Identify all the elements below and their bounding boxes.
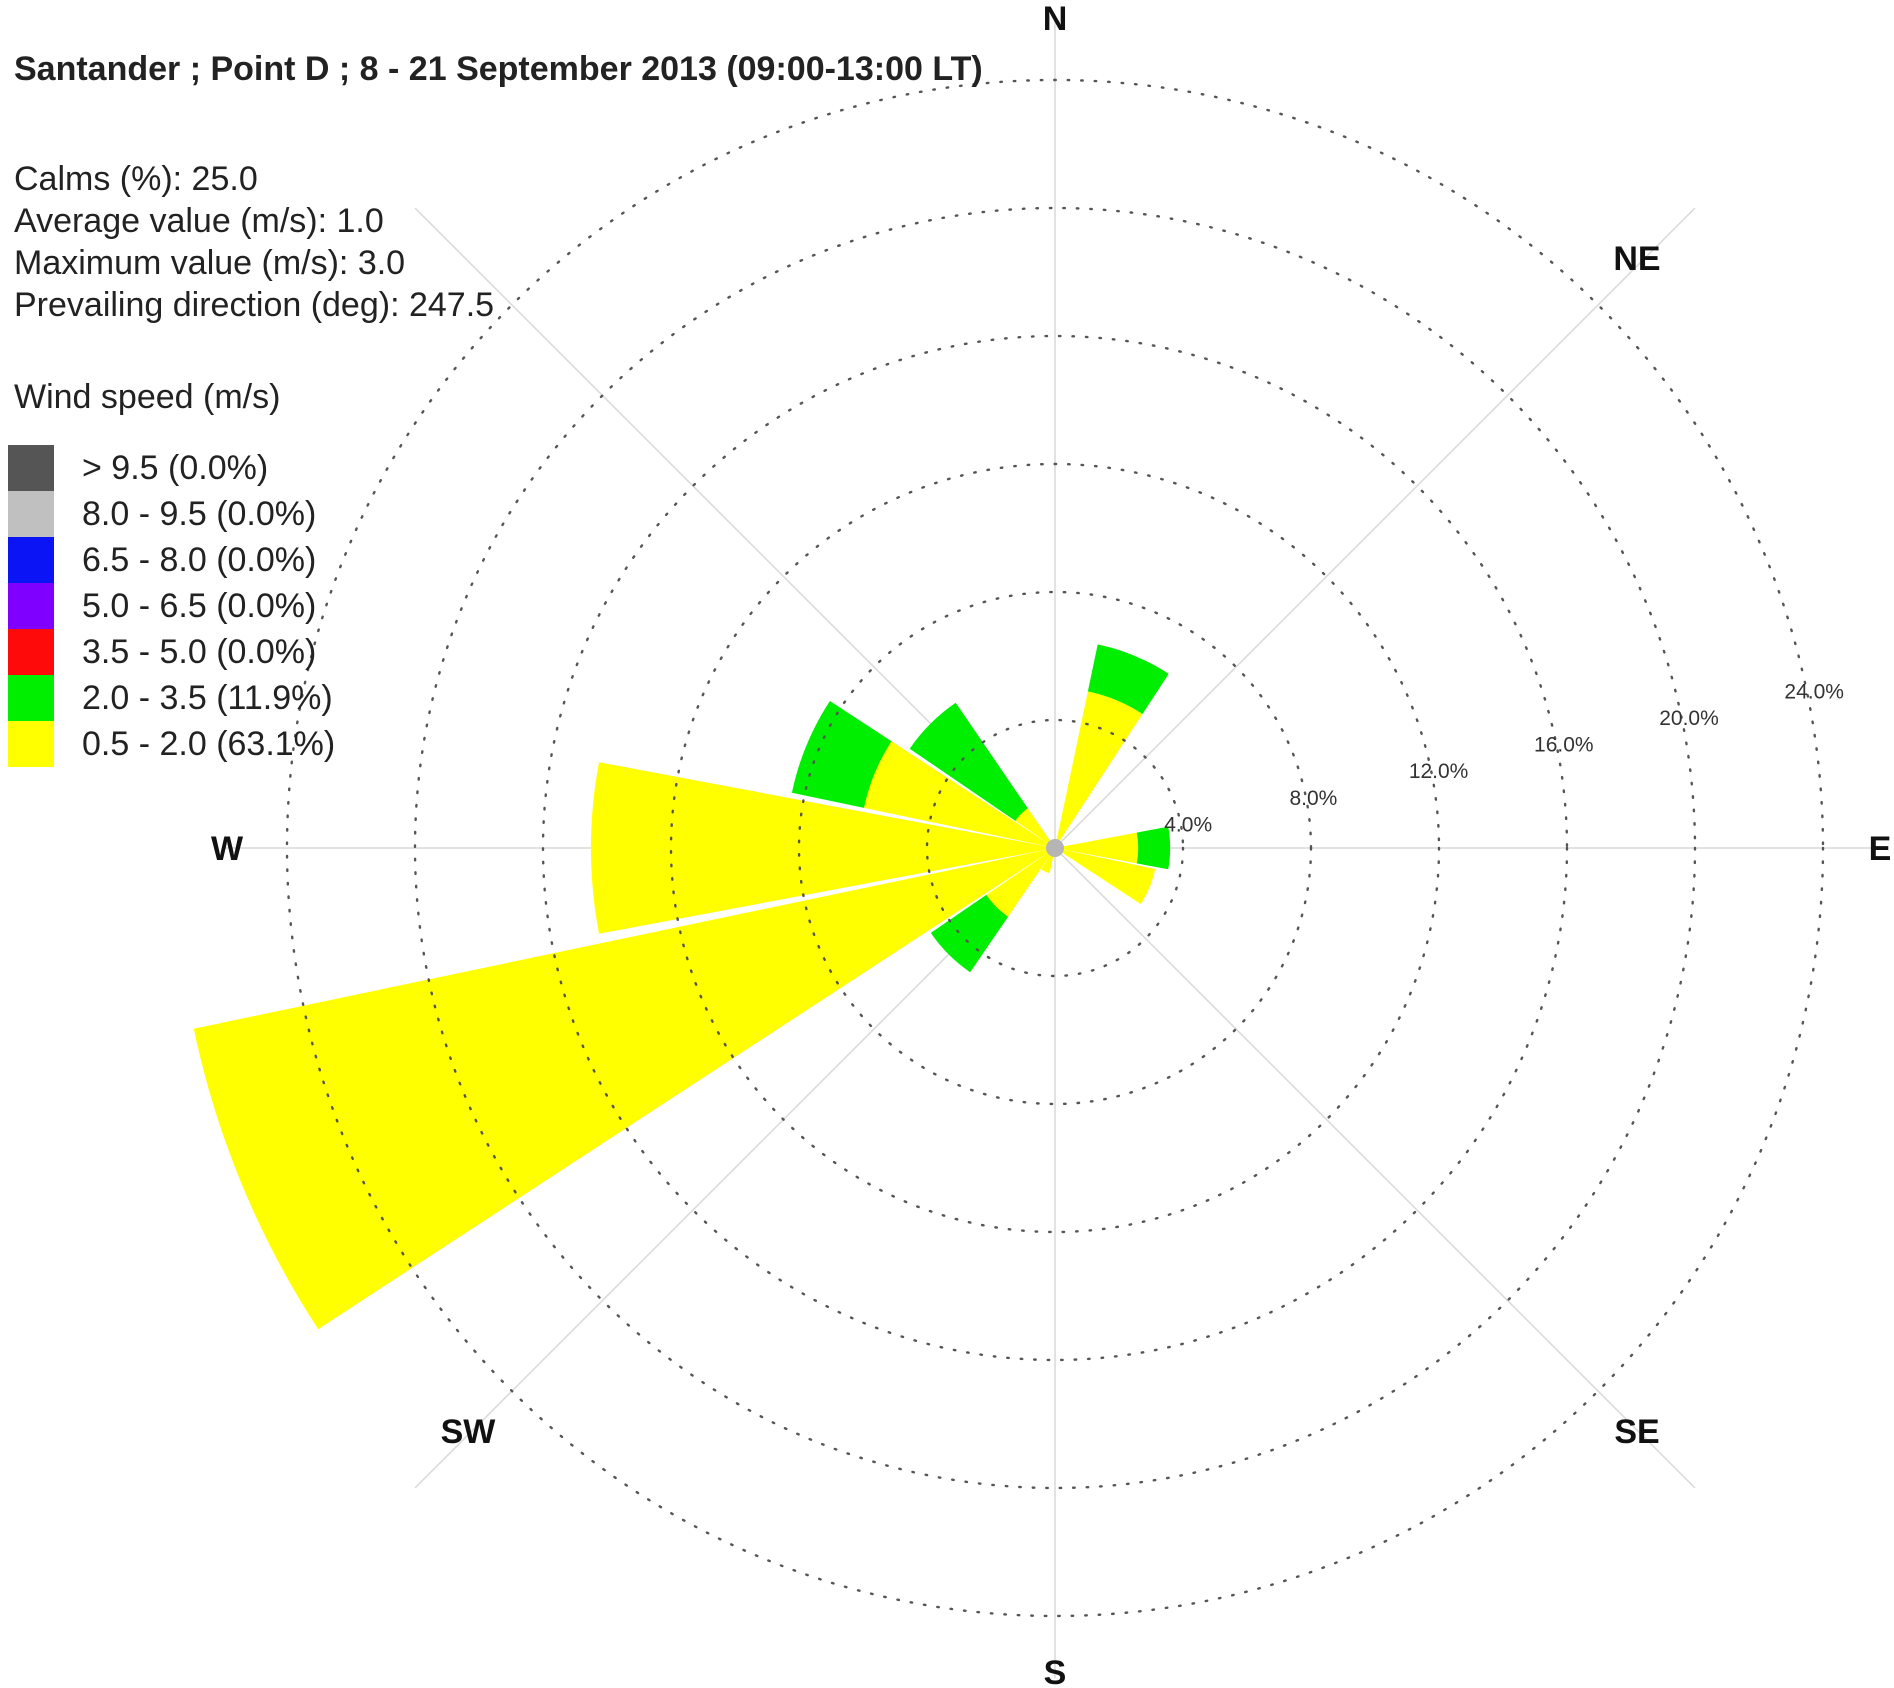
legend-swatch <box>8 445 54 491</box>
stat-maximum: Maximum value (m/s): 3.0 <box>14 244 406 282</box>
legend-swatch <box>8 721 54 767</box>
grid-line <box>1054 207 1696 849</box>
grid-line <box>414 847 1056 1489</box>
ring-label: 4.0% <box>1164 813 1212 836</box>
legend-item: 8.0 - 9.5 (0.0%) <box>8 491 335 537</box>
legend-label: > 9.5 (0.0%) <box>82 448 269 487</box>
percentage-ring <box>413 206 1697 1490</box>
wind-sectors <box>193 644 1171 1330</box>
legend-label: 6.5 - 8.0 (0.0%) <box>82 540 317 579</box>
stat-average: Average value (m/s): 1.0 <box>14 202 384 240</box>
legend-item: 0.5 - 2.0 (63.1%) <box>8 721 335 767</box>
legend-title: Wind speed (m/s) <box>14 378 281 416</box>
wind-sector-segment <box>1055 832 1139 864</box>
wind-sector-segment <box>930 894 1009 973</box>
legend-item: > 9.5 (0.0%) <box>8 445 335 491</box>
wind-sector-segment <box>986 848 1055 917</box>
ring-label: 16.0% <box>1534 734 1594 757</box>
calm-center-dot <box>1046 839 1064 857</box>
wind-sector-segment <box>193 848 1056 1330</box>
ring-labels: 4.0% 8.0% 12.0% 16.0% 20.0% 24.0% <box>1164 680 1844 836</box>
legend-item: 5.0 - 6.5 (0.0%) <box>8 583 335 629</box>
direction-label-se: SE <box>1614 1413 1659 1451</box>
percentage-rings <box>285 78 1825 1618</box>
ring-label: 8.0% <box>1289 787 1337 810</box>
ring-label: 12.0% <box>1409 760 1469 783</box>
direction-label-s: S <box>1044 1654 1067 1688</box>
legend-item: 6.5 - 8.0 (0.0%) <box>8 537 335 583</box>
chart-title: Santander ; Point D ; 8 - 21 September 2… <box>14 50 983 88</box>
percentage-ring <box>669 462 1441 1234</box>
wind-sector-segment <box>1136 826 1171 870</box>
percentage-ring <box>285 78 1825 1618</box>
direction-label-sw: SW <box>441 1413 497 1451</box>
legend-label: 2.0 - 3.5 (11.9%) <box>82 678 333 717</box>
wind-sector-segment <box>864 741 1055 848</box>
wind-sector-segment <box>1055 691 1143 848</box>
wind-sector-segment <box>1015 808 1055 848</box>
wind-sector-segment <box>1055 848 1156 904</box>
legend-item: 2.0 - 3.5 (11.9%) <box>8 675 335 721</box>
legend-swatch <box>8 675 54 721</box>
direction-label-w: W <box>211 830 244 868</box>
direction-label-e: E <box>1869 830 1892 868</box>
wind-sector-segment <box>590 762 1055 934</box>
legend-swatch <box>8 629 54 675</box>
percentage-ring <box>541 334 1569 1362</box>
stats-panel: Calms (%): 25.0 Average value (m/s): 1.0… <box>14 158 494 326</box>
stat-prevailing: Prevailing direction (deg): 247.5 <box>14 286 495 324</box>
stat-calms: Calms (%): 25.0 <box>14 160 258 198</box>
legend-label: 0.5 - 2.0 (63.1%) <box>82 724 336 763</box>
wind-sector-segment <box>909 702 1028 821</box>
direction-label-n: N <box>1043 0 1068 38</box>
legend-swatch <box>8 491 54 537</box>
ring-label: 24.0% <box>1784 680 1844 703</box>
wind-sector-segment <box>1087 644 1169 714</box>
grid-line <box>1054 847 1696 1489</box>
wind-sector-segment <box>791 701 892 808</box>
legend-item: 3.5 - 5.0 (0.0%) <box>8 629 335 675</box>
percentage-ring <box>925 718 1185 978</box>
legend-swatch <box>8 583 54 629</box>
legend-label: 5.0 - 6.5 (0.0%) <box>82 586 317 625</box>
ring-label: 20.0% <box>1659 707 1719 730</box>
direction-label-ne: NE <box>1613 240 1660 278</box>
percentage-ring <box>797 590 1313 1106</box>
legend: > 9.5 (0.0%) 8.0 - 9.5 (0.0%) 6.5 - 8.0 … <box>8 445 335 767</box>
legend-label: 3.5 - 5.0 (0.0%) <box>82 632 317 671</box>
legend-label: 8.0 - 9.5 (0.0%) <box>82 494 317 533</box>
legend-swatch <box>8 537 54 583</box>
